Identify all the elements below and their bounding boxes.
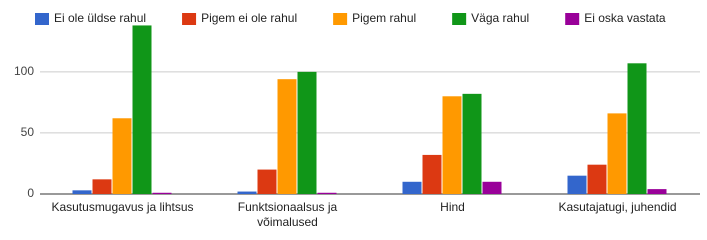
x-tick-label: Hind — [440, 200, 465, 214]
legend-swatch — [565, 13, 580, 25]
legend-swatch — [35, 13, 49, 25]
bar — [607, 113, 627, 194]
bar — [567, 175, 587, 194]
bar — [317, 192, 337, 194]
legend-label: Pigem ei ole rahul — [201, 11, 297, 25]
bar — [627, 63, 647, 194]
bar — [132, 25, 152, 195]
x-tick-label: Funktsionaalsus ja võimalused — [238, 200, 338, 229]
y-tick-label: 100 — [14, 64, 34, 78]
bar — [422, 154, 442, 194]
bar — [92, 179, 112, 194]
legend-label: Ei ole üldse rahul — [54, 11, 146, 25]
legend-swatch — [452, 13, 467, 25]
bar — [482, 181, 502, 194]
legend-label: Väga rahul — [471, 11, 529, 25]
y-tick-label: 50 — [21, 125, 35, 139]
x-tick-label: Kasutusmugavus ja lihtsus — [51, 200, 193, 214]
bar — [257, 169, 277, 194]
bar — [647, 189, 667, 194]
legend-label: Pigem rahul — [352, 11, 416, 25]
x-tick-line: Funktsionaalsus ja — [238, 200, 338, 214]
bar — [297, 71, 317, 194]
bar — [237, 191, 257, 194]
chart: 0 50 100 Ei ole üldse rahul Pigem ei ole rah… — [14, 11, 700, 229]
legend-swatch — [182, 13, 197, 25]
legend-swatch — [333, 13, 348, 25]
bar — [72, 190, 92, 194]
bar — [462, 93, 482, 194]
legend-label: Ei oska vastata — [584, 11, 666, 25]
bar — [152, 192, 172, 194]
y-tick-label: 0 — [27, 186, 34, 200]
bar — [277, 79, 297, 194]
bar — [442, 96, 462, 194]
bar — [112, 118, 132, 194]
x-tick-label: Kasutajatugi, juhendid — [558, 200, 676, 214]
bar — [587, 164, 607, 194]
x-tick-line: võimalused — [257, 215, 318, 229]
bar — [402, 181, 422, 194]
